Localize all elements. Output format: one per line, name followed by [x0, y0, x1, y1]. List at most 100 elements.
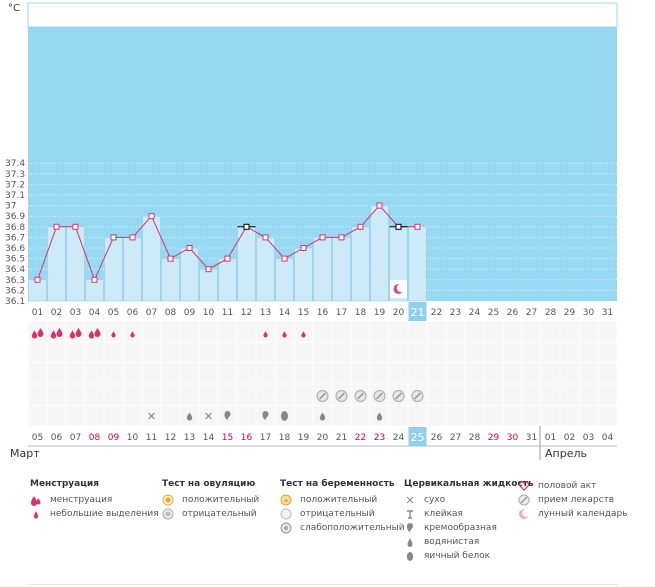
- pill-icon-stripe: [356, 392, 365, 400]
- pregnancy-negative-icon: [280, 508, 294, 520]
- cycle-day-label: 30: [583, 308, 595, 318]
- temperature-point: [357, 223, 364, 230]
- moon-icon-cutout: [396, 283, 406, 293]
- cycle-day-label: 09: [184, 308, 196, 318]
- legend-item: кремообразная: [404, 521, 534, 535]
- cycle-day-label: 25: [488, 308, 499, 318]
- watery-icon: [319, 412, 326, 421]
- cycle-day-label: 27: [526, 308, 537, 318]
- calendar-date-label: 24: [393, 433, 405, 443]
- calendar-date-label: 26: [431, 433, 443, 443]
- cycle-day-label: 28: [545, 308, 557, 318]
- y-tick-label: 36.4: [5, 265, 25, 275]
- legend-item: яичный белок: [404, 549, 534, 563]
- y-tick-label: 36.2: [5, 286, 25, 296]
- temperature-bar: [85, 279, 104, 302]
- calendar-date-label: 31: [526, 433, 537, 443]
- legend-label: водянистая: [424, 537, 480, 547]
- y-tick-label: 36.9: [5, 212, 25, 222]
- temperature-point: [148, 213, 155, 220]
- legend-item: водянистая: [404, 535, 534, 549]
- chart-top-white: [27, 2, 618, 28]
- calendar-date-label: 25: [411, 431, 425, 444]
- calendar-date-label: 03: [583, 433, 594, 443]
- calendar-date-label: 27: [450, 433, 461, 443]
- temperature-point: [53, 223, 60, 230]
- pill-icon-stripe: [394, 392, 403, 400]
- legend-label: половой акт: [538, 481, 597, 491]
- symbol-rows: [31, 328, 424, 421]
- temperature-bar: [351, 226, 370, 302]
- cycle-day-label: 13: [260, 308, 271, 318]
- cycle-day-label: 12: [241, 308, 252, 318]
- temperature-point: [281, 255, 288, 262]
- legend-item: отрицательный: [280, 507, 405, 521]
- menstruation-icon: [37, 328, 44, 337]
- small-drop-icon: [130, 331, 135, 338]
- egg-white-icon: [404, 550, 418, 562]
- watery-icon: [186, 412, 193, 421]
- small-drop-icon: [30, 508, 44, 520]
- calendar-date-label: 14: [203, 433, 215, 443]
- legend-item: положительный: [162, 493, 259, 507]
- temperature-point: [186, 245, 193, 251]
- pregnancy-weak-icon: [280, 522, 294, 534]
- legend-title: Тест на беременность: [280, 479, 395, 489]
- legend-item: небольшие выделения: [30, 507, 159, 521]
- legend-label: отрицательный: [182, 509, 257, 519]
- temperature-bar: [218, 258, 237, 302]
- small-drop-icon: [263, 331, 268, 338]
- small-drop-icon: [282, 331, 287, 338]
- y-tick-label: 37.4: [5, 159, 25, 169]
- menstruation-icon: [30, 494, 44, 506]
- y-tick-label: 37.1: [5, 191, 25, 201]
- calendar-date-label: 11: [146, 433, 157, 443]
- cycle-day-label: 01: [32, 308, 43, 318]
- temperature-point: [110, 234, 117, 241]
- small-drop-icon: [111, 331, 116, 338]
- calendar-date-label: 29: [488, 433, 500, 443]
- calendar-date-label: 16: [241, 433, 253, 443]
- cycle-day-label: 17: [336, 308, 347, 318]
- temperature-bars: [28, 205, 427, 302]
- temperature-point: [34, 276, 41, 283]
- calendar-date-label: 19: [298, 433, 310, 443]
- temperature-point: [167, 255, 174, 262]
- calendar-date-label: 08: [89, 433, 101, 443]
- cycle-day-label: 11: [222, 308, 233, 318]
- temperature-bar: [180, 247, 199, 302]
- temperature-bar: [370, 205, 389, 302]
- legend-label: сухо: [424, 495, 446, 505]
- legend-item: половой акт: [518, 479, 628, 493]
- ovulation-positive-icon: [162, 494, 176, 506]
- temperature-bar: [28, 279, 47, 302]
- cycle-day-label: 18: [355, 308, 367, 318]
- pill-icon-stripe: [337, 392, 346, 400]
- temperature-bar: [199, 268, 218, 302]
- day-axis-band: [28, 301, 617, 321]
- legend-label: яичный белок: [424, 551, 491, 561]
- pill-icon: [518, 494, 532, 506]
- legend-label: положительный: [300, 495, 378, 505]
- temperature-point: [129, 234, 136, 241]
- temperature-point: [338, 234, 345, 241]
- cycle-day-label: 20: [393, 308, 405, 318]
- temperature-point: [319, 234, 326, 241]
- dry-icon: [404, 494, 418, 506]
- cycle-day-label: 22: [431, 308, 442, 318]
- cycle-day-label: 16: [317, 308, 329, 318]
- temperature-point: [72, 223, 79, 230]
- pill-icon-stripe: [318, 392, 327, 400]
- temperature-bar: [142, 215, 161, 302]
- calendar-date-label: 02: [564, 433, 575, 443]
- cycle-day-label: 14: [279, 308, 291, 318]
- cycle-day-label: 31: [602, 308, 613, 318]
- legend-title: Тест на овуляцию: [162, 479, 256, 489]
- calendar-date-label: 30: [507, 433, 519, 443]
- cycle-day-labels: 01 02 03 04 05 06 07 08 09 10 11 12 13 14 15 16 17 18 19 20…: [32, 302, 613, 321]
- temperature-point: [414, 223, 421, 230]
- menstruation-icon: [56, 328, 63, 337]
- month-start-label: Март: [10, 447, 40, 460]
- pregnancy-positive-icon: +: [280, 494, 294, 506]
- calendar-date-label: 07: [70, 433, 81, 443]
